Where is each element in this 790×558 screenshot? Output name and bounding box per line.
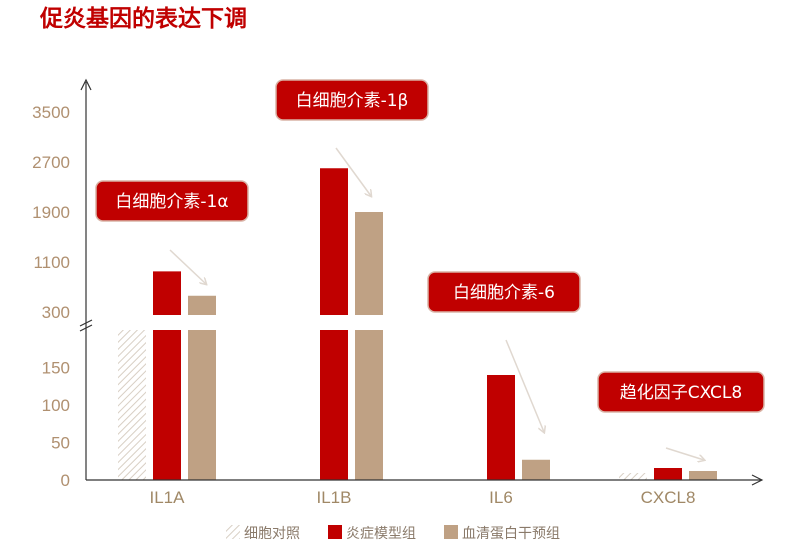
x-axis-arrow — [751, 474, 764, 486]
callout-box-il1b — [275, 79, 429, 121]
y-tick-label: 300 — [42, 303, 70, 322]
axis-break-mark — [79, 319, 93, 327]
bar-cxcl8-serum — [689, 471, 717, 480]
bar-il1a-serum-seg1 — [188, 330, 216, 480]
y-tick-label: 50 — [51, 434, 70, 453]
callout-box-cxcl8 — [597, 371, 765, 413]
callout-label-il1b: 白细胞介素-1β — [296, 91, 409, 111]
bar-cxcl8-model — [654, 468, 682, 480]
bar-il1a-control — [118, 330, 146, 480]
bar-il6-serum — [522, 459, 550, 480]
callout-label-il1a: 白细胞介素-1α — [115, 192, 228, 212]
category-label-il1a: IL1A — [150, 488, 186, 507]
bar-il1b-model-seg1 — [320, 330, 348, 480]
legend-swatch-control — [226, 525, 240, 539]
y-tick-label: 150 — [42, 359, 70, 378]
callout-label-cxcl8: 趋化因子CXCL8 — [620, 383, 742, 403]
legend-label-serum: 血清蛋白干预组 — [462, 526, 560, 542]
bar-il1a-serum-seg2 — [188, 295, 216, 315]
bar-il1a-model-seg1 — [153, 330, 181, 480]
y-tick-label: 1100 — [33, 253, 70, 272]
legend-label-control: 细胞对照 — [244, 526, 300, 542]
legend-label-model: 炎症模型组 — [346, 526, 416, 542]
callout-label-il6: 白细胞介素-6 — [453, 283, 555, 303]
bar-il1b-model-seg2 — [320, 168, 348, 315]
callout-arrow-il6 — [505, 339, 544, 432]
legend-swatch-serum — [444, 525, 458, 539]
bar-il1a-model-seg2 — [153, 271, 181, 315]
y-tick-label: 1900 — [32, 203, 70, 222]
callout-arrow-cxcl8 — [665, 447, 704, 460]
callout-arrow-il1a — [169, 249, 206, 284]
y-tick-label: 0 — [61, 471, 70, 490]
y-axis-arrow — [80, 78, 92, 91]
bar-il1b-serum-seg2 — [355, 212, 383, 315]
category-label-il6: IL6 — [489, 488, 513, 507]
bar-il6-model — [487, 375, 515, 480]
legend-swatch-model — [328, 525, 342, 539]
callout-box-il6 — [427, 271, 581, 313]
y-tick-label: 3500 — [32, 103, 70, 122]
y-tick-label: 100 — [42, 396, 70, 415]
y-tick-label: 2700 — [32, 153, 70, 172]
category-label-il1b: IL1B — [317, 488, 352, 507]
category-label-cxcl8: CXCL8 — [641, 488, 696, 507]
callout-arrow-il1b — [335, 147, 371, 196]
callout-box-il1a — [95, 180, 249, 222]
axis-break-mark — [79, 324, 93, 332]
chart-title: 促炎基因的表达下调 — [39, 5, 247, 32]
bar-il1b-serum-seg1 — [355, 330, 383, 480]
bar-cxcl8-control — [619, 473, 647, 480]
